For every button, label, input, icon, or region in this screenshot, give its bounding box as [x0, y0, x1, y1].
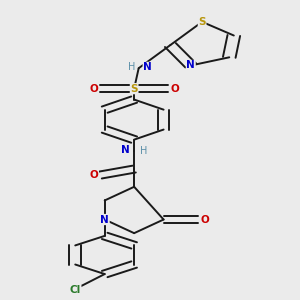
Text: O: O: [90, 169, 98, 179]
Text: N: N: [121, 145, 130, 155]
Text: S: S: [130, 84, 138, 94]
Text: S: S: [198, 17, 206, 27]
Text: Cl: Cl: [70, 285, 81, 296]
Text: H: H: [140, 146, 147, 156]
Text: N: N: [143, 62, 152, 72]
Text: O: O: [89, 84, 98, 94]
Text: O: O: [200, 214, 209, 224]
Text: N: N: [186, 61, 195, 70]
Text: H: H: [128, 62, 135, 72]
Text: N: N: [100, 214, 109, 224]
Text: O: O: [170, 84, 179, 94]
